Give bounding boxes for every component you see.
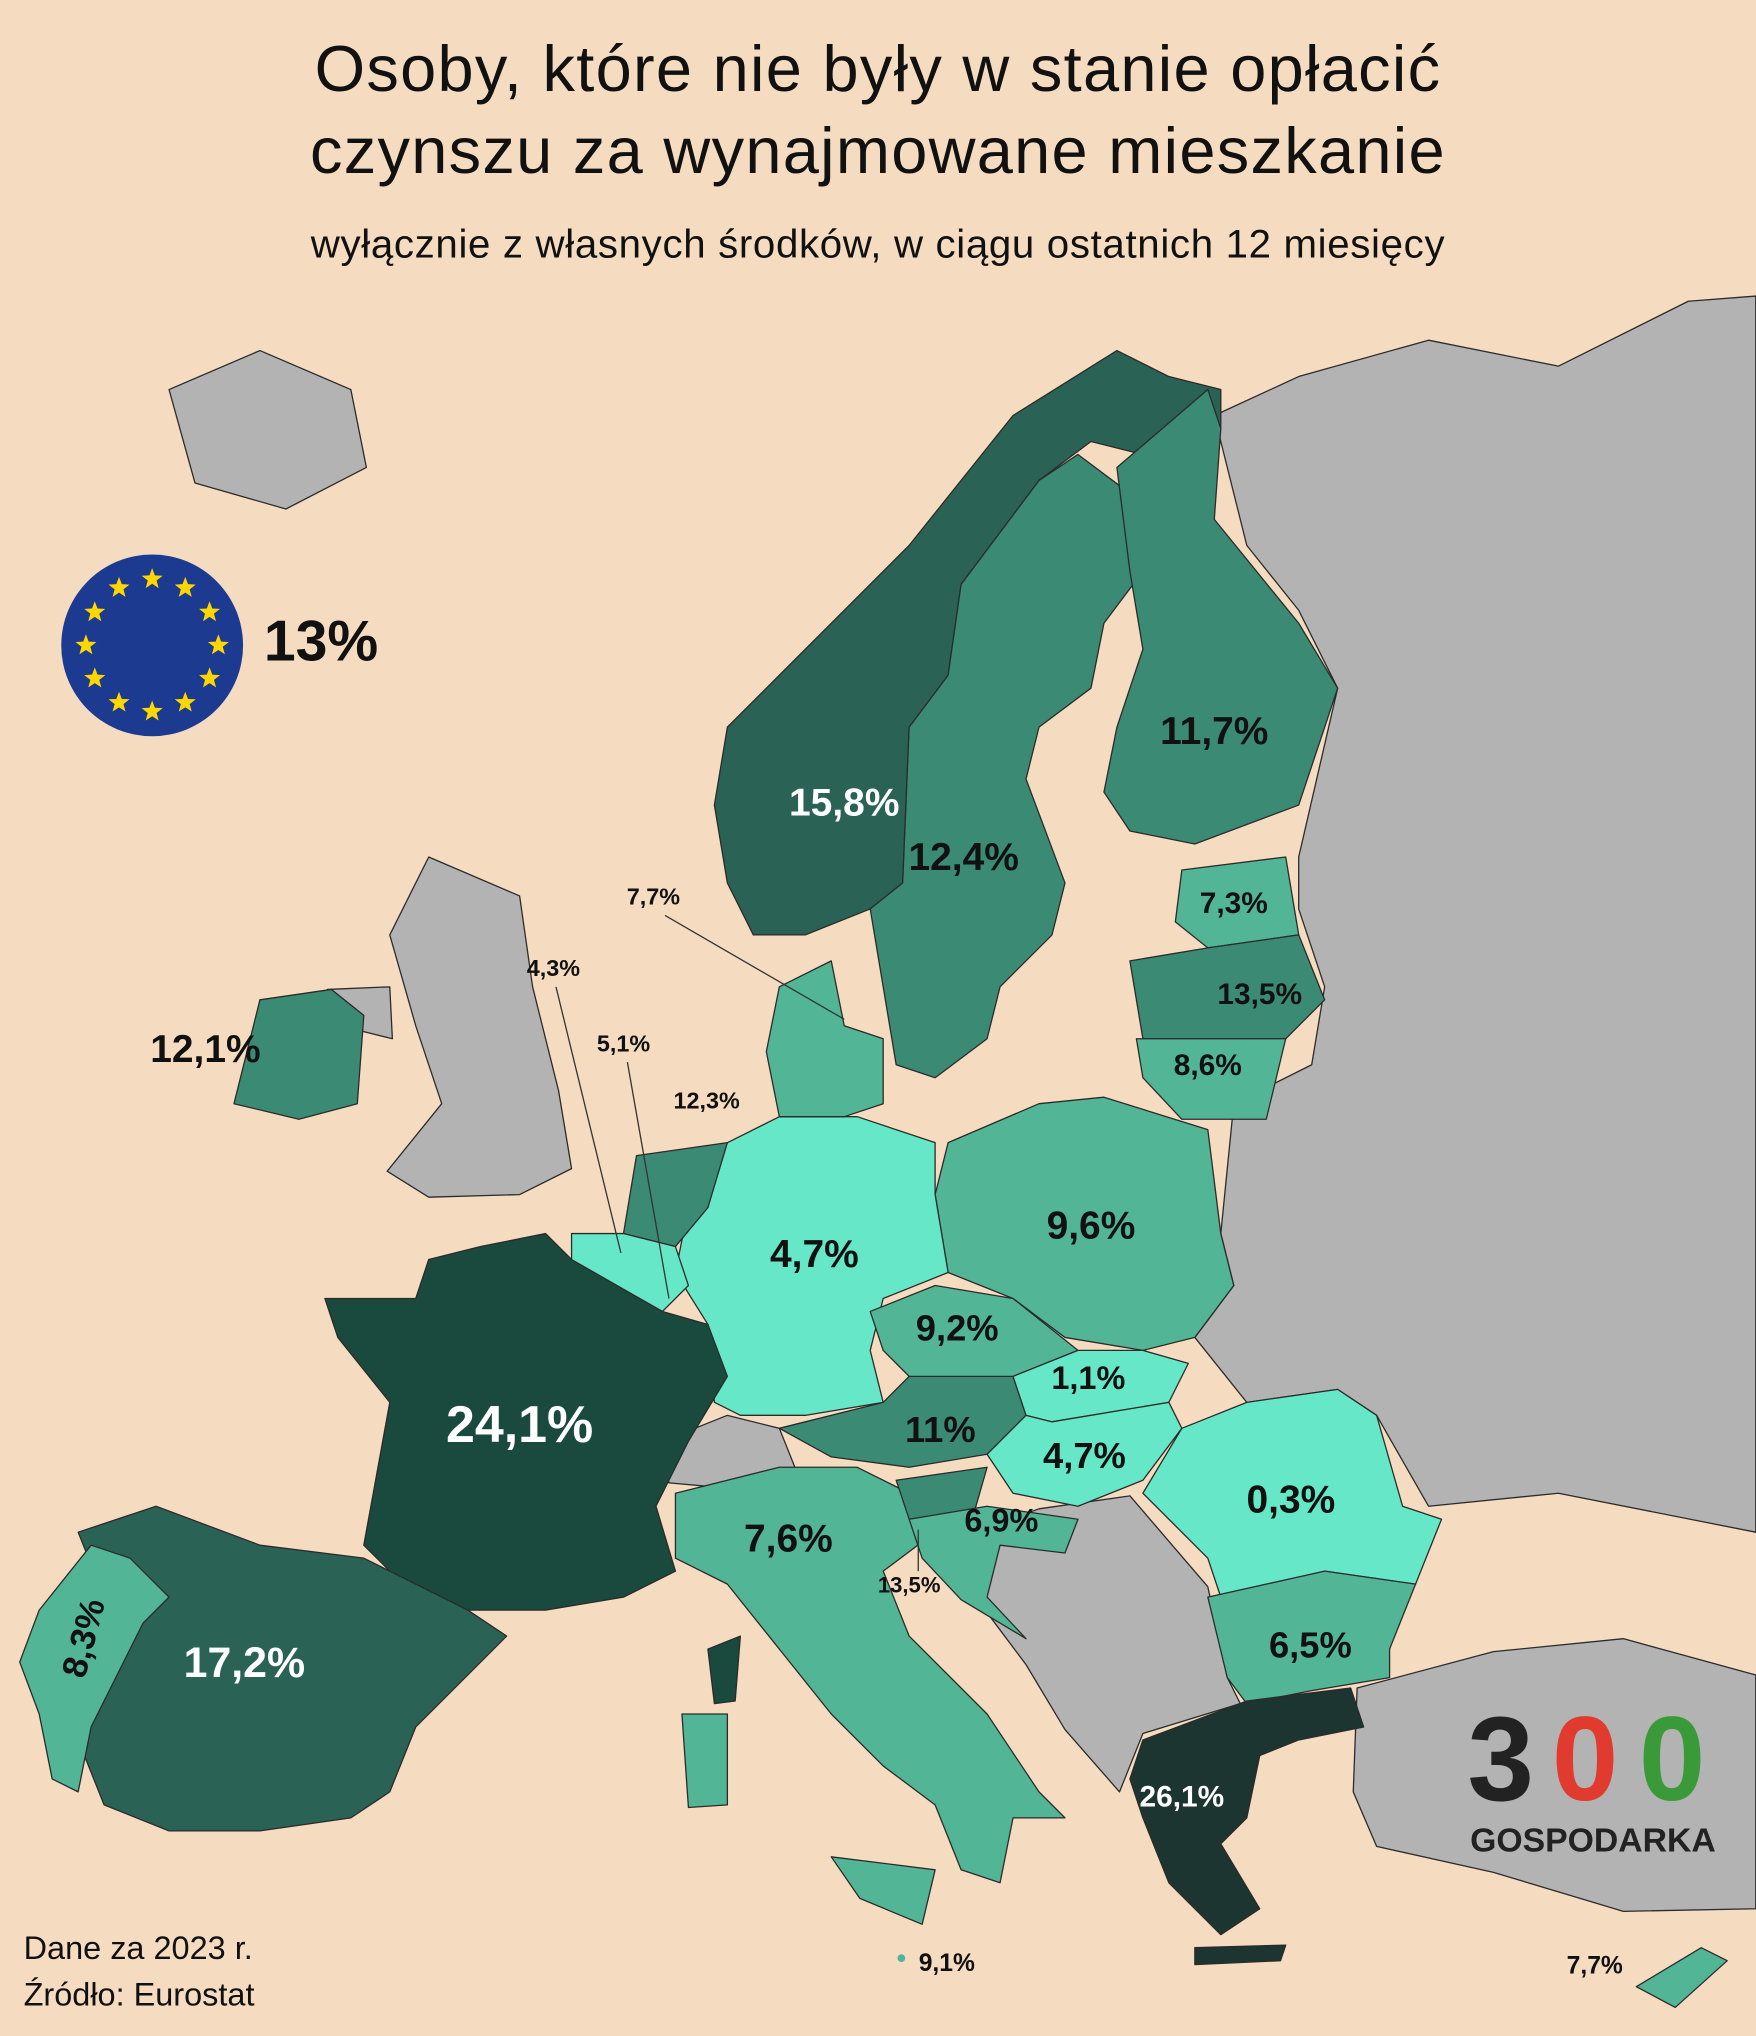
region-label: 12,1% [150, 1028, 260, 1071]
cyprus [1635, 1947, 1728, 2009]
portugal [19, 1544, 170, 1793]
footer-line: Dane za 2023 r. [24, 1930, 253, 1966]
eu-star [174, 576, 196, 597]
eu-value: 13% [264, 609, 378, 673]
region-label: 13,5% [1217, 978, 1302, 1011]
region-label: 7,7% [1567, 1953, 1623, 1980]
countries [19, 295, 1756, 2009]
eu-star [75, 634, 97, 655]
crete [1194, 1944, 1287, 1966]
region-label: 4,7% [770, 1233, 859, 1276]
iceland [168, 349, 368, 510]
leader-line [555, 986, 622, 1254]
region-label: 24,1% [446, 1396, 593, 1454]
eu-star [84, 601, 106, 622]
eu-star [84, 667, 106, 688]
leader-line [664, 914, 845, 1020]
region-label: 7,7% [627, 884, 680, 910]
eu-star [174, 691, 196, 712]
region-label: 7,3% [1200, 887, 1268, 920]
region-label: 11% [905, 1409, 976, 1450]
leader-line [626, 1062, 670, 1299]
leader-lines [555, 914, 919, 1572]
eu-star [199, 601, 221, 622]
subtitle: wyłącznie z własnych środków, w ciągu os… [310, 221, 1446, 266]
croatia [908, 1505, 1079, 1640]
region-label: 17,2% [184, 1639, 305, 1687]
russia-east [1194, 295, 1756, 1533]
sardinia [681, 1713, 729, 1809]
region-label: 11,7% [1160, 710, 1268, 753]
netherlands [622, 1142, 729, 1248]
region-label: 4,3% [527, 955, 580, 981]
eu-star [199, 667, 221, 688]
eu-star [207, 634, 229, 655]
eu-star [108, 576, 130, 597]
greece [1129, 1687, 1365, 1936]
region-label: 0,3% [1247, 1479, 1336, 1522]
region-label: 5,1% [597, 1030, 650, 1056]
region-label: 13,5% [878, 1573, 941, 1598]
region-label: 9,1% [919, 1950, 975, 1977]
eu-badge [61, 554, 244, 737]
eu-star [141, 568, 163, 589]
region-label: 12,3% [673, 1088, 739, 1114]
region-label: 7,6% [744, 1518, 833, 1561]
logo-digit: 0 [1639, 1693, 1705, 1826]
region-label: 6,5% [1269, 1624, 1352, 1665]
title-line: czynszu za wynajmowane mieszkanie [310, 114, 1446, 187]
title-line: Osoby, które nie były w stanie opłacić [315, 32, 1442, 105]
bulgaria [1207, 1570, 1417, 1705]
corsica [707, 1635, 742, 1705]
logo: 3 0 0 GOSPODARKA [1468, 1693, 1716, 1859]
region-label: 15,8% [789, 781, 899, 824]
france [324, 1232, 729, 1611]
logo-digit: 3 [1468, 1693, 1534, 1826]
region-label: 9,2% [916, 1308, 999, 1349]
logo-digit: 0 [1552, 1693, 1618, 1826]
region-label: 1,1% [1051, 1360, 1125, 1396]
finland [1103, 388, 1339, 845]
region-label: 12,4% [908, 836, 1018, 879]
turkey [1352, 1638, 1756, 1912]
region-label: 8,6% [1174, 1049, 1242, 1082]
region-label: 9,6% [1047, 1205, 1136, 1248]
great-britain [386, 856, 573, 1198]
eu-star [108, 691, 130, 712]
romania [1142, 1388, 1443, 1598]
sicily [830, 1856, 936, 1925]
malta [897, 1954, 906, 1962]
region-label: 26,1% [1140, 1780, 1225, 1813]
footer-line: Źródło: Eurostat [24, 1977, 255, 2013]
balkans [973, 1495, 1241, 1793]
denmark [765, 960, 884, 1118]
region-label: 4,7% [1043, 1435, 1126, 1476]
ireland [233, 988, 365, 1120]
lithuania [1135, 1038, 1287, 1120]
region-label: 6,9% [964, 1503, 1038, 1539]
logo-name: GOSPODARKA [1470, 1821, 1716, 1859]
eu-star [141, 700, 163, 721]
eu-flag [61, 554, 244, 737]
region-labels: 15,8%12,4% 11,7% 7,3% 13,5% 8,6% 12,1% 7,7% 4,3… [55, 710, 1623, 1980]
